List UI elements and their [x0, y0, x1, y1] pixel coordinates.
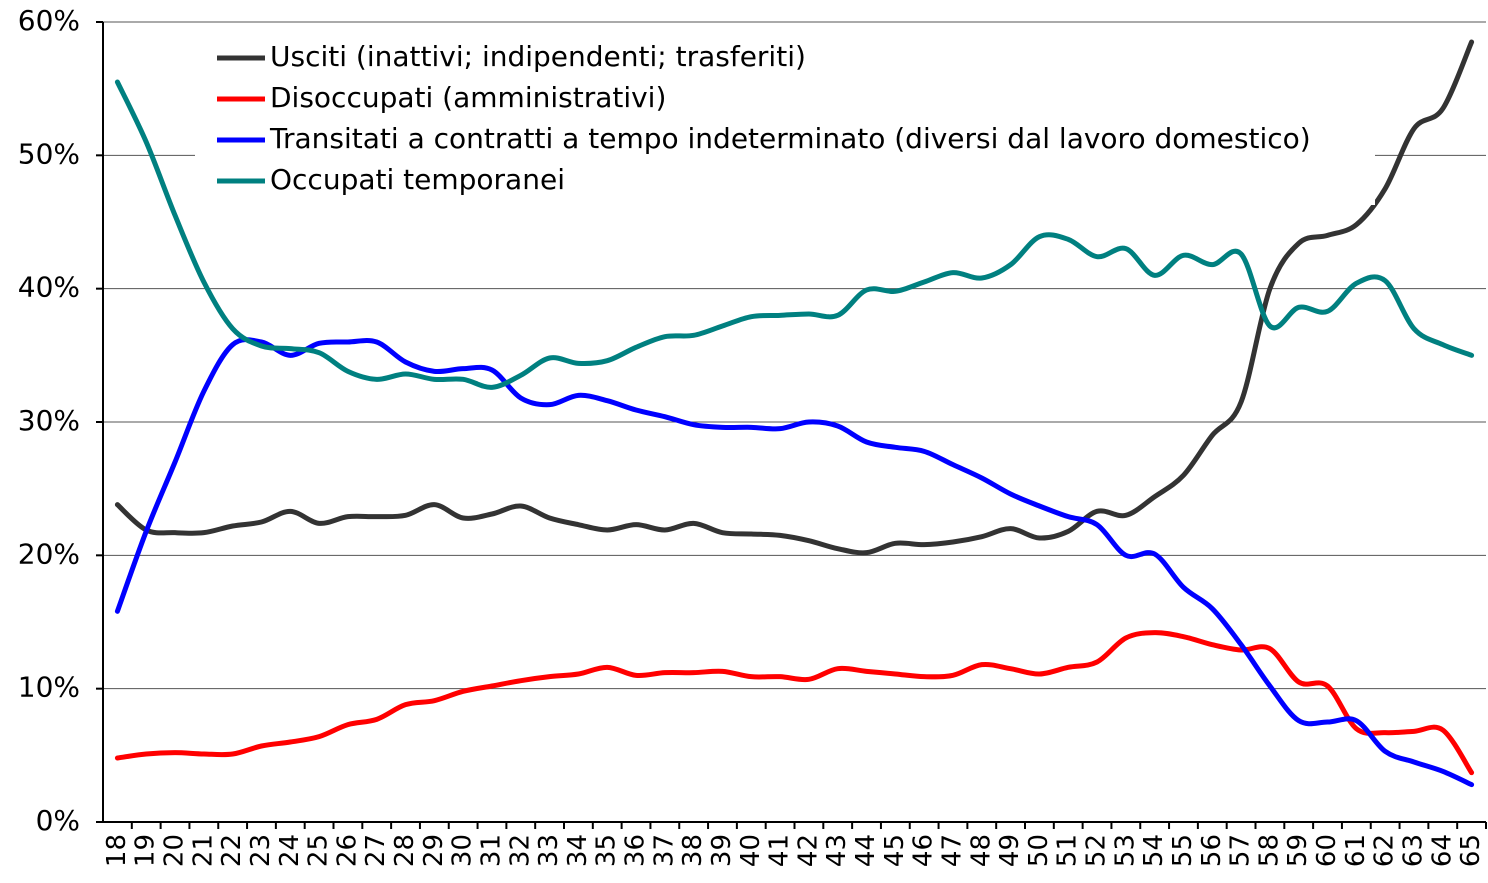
x-tick-label: 62 — [1370, 834, 1400, 867]
x-tick-label: 64 — [1427, 834, 1457, 867]
x-tick-label: 22 — [217, 834, 247, 867]
x-tick-label: 56 — [1197, 834, 1227, 867]
x-tick-label: 37 — [649, 834, 679, 867]
x-tick-label: 59 — [1283, 834, 1313, 867]
x-tick-label: 53 — [1110, 834, 1140, 867]
y-tick-label: 30% — [18, 404, 80, 437]
x-tick-label: 65 — [1456, 834, 1486, 867]
x-tick-label: 48 — [966, 834, 996, 867]
x-tick-label: 35 — [592, 834, 622, 867]
y-tick-label: 20% — [18, 537, 80, 570]
legend-label: Occupati temporanei — [270, 163, 565, 196]
x-tick-label: 54 — [1139, 834, 1169, 867]
x-tick-label: 44 — [851, 834, 881, 867]
legend-label: Usciti (inattivi; indipendenti; trasferi… — [270, 40, 806, 73]
y-tick-label: 60% — [18, 4, 80, 37]
series-line — [114, 630, 1475, 776]
x-tick-label: 49 — [995, 834, 1025, 867]
y-tick-label: 50% — [18, 137, 80, 170]
x-tick-label: 47 — [937, 834, 967, 867]
x-tick-label: 20 — [160, 834, 190, 867]
x-tick-label: 40 — [736, 834, 766, 867]
x-tick-label: 31 — [476, 834, 506, 867]
x-tick-label: 26 — [332, 834, 362, 867]
x-tick-label: 55 — [1168, 834, 1198, 867]
x-tick-label: 39 — [707, 834, 737, 867]
x-tick-label: 45 — [880, 834, 910, 867]
x-tick-label: 38 — [678, 834, 708, 867]
legend-label: Transitati a contratti a tempo indetermi… — [269, 122, 1311, 155]
x-tick-label: 46 — [909, 834, 939, 867]
x-tick-label: 50 — [1024, 834, 1054, 867]
legend-label: Disoccupati (amministrativi) — [270, 81, 666, 114]
x-tick-label: 57 — [1226, 834, 1256, 867]
x-tick-label: 41 — [765, 834, 795, 867]
x-tick-label: 19 — [131, 834, 161, 867]
x-tick-label: 61 — [1341, 834, 1371, 867]
y-tick-label: 40% — [18, 271, 80, 304]
series-line — [114, 39, 1475, 556]
legend: Usciti (inattivi; indipendenti; trasferi… — [195, 35, 1375, 205]
x-tick-label: 32 — [505, 834, 535, 867]
x-tick-label: 28 — [390, 834, 420, 867]
x-tick-label: 33 — [534, 834, 564, 867]
x-tick-label: 36 — [621, 834, 651, 867]
x-tick-label: 42 — [793, 834, 823, 867]
series-line — [114, 79, 1475, 390]
x-tick-label: 52 — [1082, 834, 1112, 867]
x-tick-label: 30 — [448, 834, 478, 867]
x-tick-label: 23 — [246, 834, 276, 867]
x-tick-label: 43 — [822, 834, 852, 867]
x-tick-label: 27 — [361, 834, 391, 867]
x-tick-label: 18 — [102, 834, 132, 867]
y-tick-label: 0% — [36, 804, 80, 837]
x-tick-label: 60 — [1312, 834, 1342, 867]
x-tick-label: 58 — [1254, 834, 1284, 867]
x-tick-label: 34 — [563, 834, 593, 867]
x-tick-label: 24 — [275, 834, 305, 867]
x-tick-label: 21 — [188, 834, 218, 867]
x-tick-label: 29 — [419, 834, 449, 867]
x-tick-label: 63 — [1398, 834, 1428, 867]
x-tick-label: 51 — [1053, 834, 1083, 867]
series-line — [114, 337, 1475, 788]
x-tick-label: 25 — [304, 834, 334, 867]
legend-box — [195, 35, 1375, 205]
y-tick-label: 10% — [18, 671, 80, 704]
